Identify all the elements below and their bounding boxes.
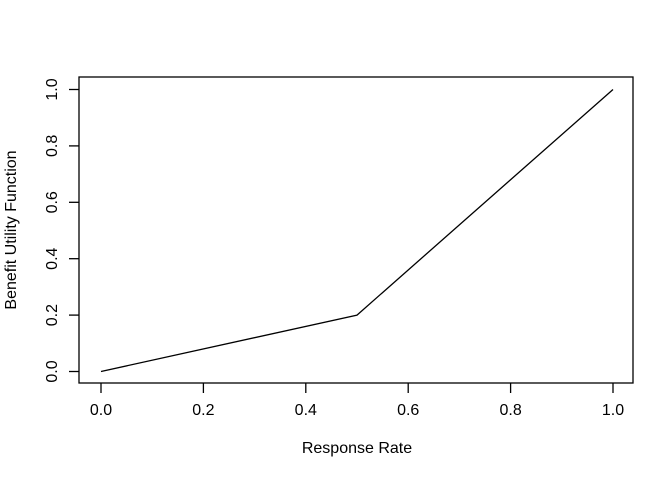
x-axis-ticks: [100, 383, 614, 393]
y-tick-label: 0.0: [44, 360, 61, 382]
x-axis-title: Response Rate: [302, 440, 412, 457]
y-axis-tick-labels: 0.0 0.2 0.4 0.6 0.8 1.0: [44, 78, 61, 382]
x-axis-tick-labels: 0.0 0.2 0.4 0.6 0.8 1.0: [90, 402, 624, 419]
x-tick-label: 0.2: [192, 402, 214, 419]
x-tick-label: 0.6: [397, 402, 419, 419]
y-tick-label: 0.2: [44, 304, 61, 326]
plot-box: [78, 76, 634, 384]
x-tick-label: 1.0: [602, 402, 624, 419]
y-axis-title: Benefit Utility Function: [3, 150, 20, 309]
x-tick-label: 0.8: [499, 402, 521, 419]
y-tick-label: 0.4: [44, 247, 61, 269]
y-axis-ticks: [69, 88, 79, 373]
y-tick-label: 0.6: [44, 191, 61, 213]
x-tick-label: 0.4: [295, 402, 317, 419]
benefit-utility-curve: [100, 89, 614, 373]
y-tick-label: 1.0: [44, 78, 61, 100]
y-tick-label: 0.8: [44, 135, 61, 157]
x-tick-label: 0.0: [90, 402, 112, 419]
